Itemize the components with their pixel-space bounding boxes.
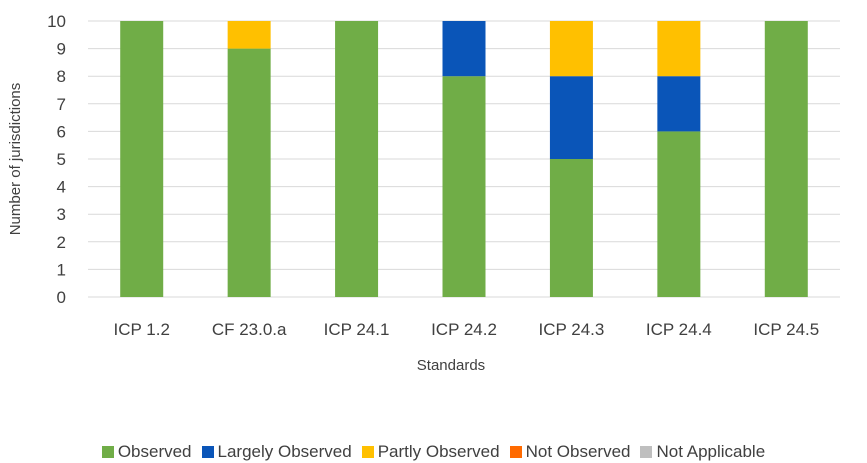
x-tick-label: ICP 24.4 [646, 320, 712, 339]
bar-segment [227, 21, 271, 49]
x-axis-title: Standards [417, 357, 485, 374]
legend: Observed Largely Observed Partly Observed N… [0, 440, 867, 463]
y-axis-title: Number of jurisdictions [7, 83, 24, 236]
legend-item: Largely Observed [201, 441, 352, 462]
legend-label: Partly Observed [377, 441, 500, 461]
legend-item: Observed [101, 441, 192, 462]
bar-segment [549, 21, 593, 77]
y-tick-labels: 0 1 2 3 4 5 6 7 8 9 10 [47, 12, 66, 307]
legend-item: Not Observed [509, 441, 631, 462]
legend-swatch [361, 445, 374, 458]
bar-segment [549, 76, 593, 159]
x-tick-label: ICP 24.1 [324, 320, 390, 339]
y-tick-label: 3 [57, 205, 66, 224]
bar-segment [657, 21, 701, 77]
x-tick-label: CF 23.0.a [212, 320, 287, 339]
legend-label: Largely Observed [217, 441, 352, 461]
legend-swatch [101, 445, 114, 458]
bar-segment [764, 21, 808, 297]
y-tick-label: 8 [57, 67, 66, 86]
x-tick-label: ICP 24.2 [431, 320, 497, 339]
bar-segment [227, 48, 271, 297]
y-tick-label: 10 [47, 12, 66, 31]
legend-item: Partly Observed [361, 441, 500, 462]
y-tick-label: 4 [57, 178, 66, 197]
x-tick-label: ICP 24.3 [539, 320, 605, 339]
y-tick-label: 5 [57, 150, 66, 169]
bar-segment [442, 21, 486, 77]
bar-segment [549, 159, 593, 297]
bar-segment [335, 21, 379, 297]
x-tick-labels: ICP 1.2 CF 23.0.a ICP 24.1 ICP 24.2 ICP 24.3… [114, 320, 820, 339]
y-tick-label: 9 [57, 40, 66, 59]
y-tick-label: 7 [57, 95, 66, 114]
legend-swatch [640, 445, 653, 458]
y-tick-label: 2 [57, 233, 66, 252]
bar-segment [120, 21, 164, 297]
bars [120, 21, 808, 297]
y-tick-label: 0 [57, 288, 66, 307]
y-tick-label: 6 [57, 122, 66, 141]
bar-segment [442, 76, 486, 297]
x-tick-label: ICP 24.5 [753, 320, 819, 339]
legend-label: Not Observed [525, 441, 631, 461]
x-tick-label: ICP 1.2 [114, 320, 170, 339]
legend-swatch [201, 445, 214, 458]
legend-swatch [509, 445, 522, 458]
bar-segment [657, 76, 701, 132]
legend-item: Not Applicable [640, 442, 765, 462]
bar-segment [657, 131, 701, 297]
y-tick-label: 1 [57, 260, 66, 279]
legend-label: Observed [117, 441, 192, 461]
legend-label: Not Applicable [656, 441, 766, 461]
